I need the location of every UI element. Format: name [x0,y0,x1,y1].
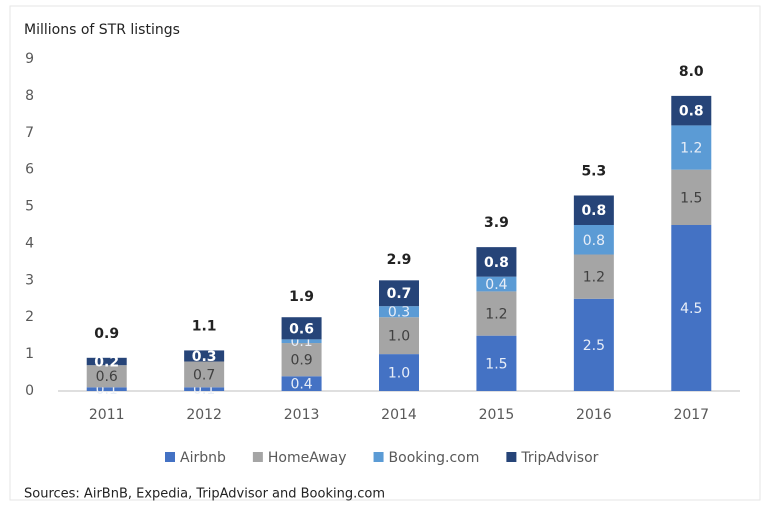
data-label: 0.6 [289,321,314,337]
data-label: 0.3 [192,349,217,365]
bar-segment [281,339,322,344]
bar-segment [671,125,712,170]
x-tick-label: 2013 [284,407,320,423]
bar-segment [379,317,419,355]
bar-segment [379,280,419,307]
data-label: 0.9 [290,353,312,369]
y-tick-label: 4 [25,235,34,251]
y-tick-label: 0 [25,383,34,399]
bar-segment [476,291,517,336]
y-tick-label: 6 [25,162,34,178]
data-label: 0.6 [96,369,118,385]
data-label: 0.8 [583,233,605,249]
chart-title: Millions of STR listings [24,22,180,38]
bar-segment [184,387,225,391]
legend-swatch [165,452,175,462]
y-tick-label: 3 [25,272,34,288]
total-label: 5.3 [581,163,606,179]
y-tick-label: 7 [25,125,34,141]
bar-segment [671,169,712,225]
total-label: 8.0 [679,64,704,80]
bar-segment [573,254,614,299]
data-label: 1.2 [680,141,702,157]
legend-label: Booking.com [389,450,480,466]
bar-segment [573,225,614,255]
data-label: 0.2 [94,354,119,370]
data-label: 0.4 [290,377,312,393]
y-tick-label: 2 [25,309,34,325]
bar-segment [476,276,517,292]
data-label: 0.7 [387,286,412,302]
data-label: 0.3 [388,305,410,321]
total-label: 2.9 [387,252,412,268]
bar-segment [671,225,712,391]
bar-segment [184,361,225,388]
data-label: 2.5 [583,338,605,354]
x-tick-label: 2017 [673,407,709,423]
bar-segment [184,350,225,362]
legend-label: TripAdvisor [520,450,598,466]
total-label: 1.1 [192,318,217,334]
legend-swatch [373,452,384,462]
bar-segment [671,95,712,126]
data-label: 1.2 [583,270,605,286]
y-tick-label: 5 [25,199,34,215]
source-note: Sources: AirBnB, Expedia, TripAdvisor an… [24,487,385,502]
data-label: 4.5 [680,301,702,317]
data-label: 1.5 [680,190,702,206]
total-label: 3.9 [484,215,509,231]
data-label: 1.0 [388,329,410,345]
bar-segment [476,335,517,391]
y-tick-label: 8 [25,88,34,104]
x-tick-label: 2016 [576,407,612,423]
y-tick-label: 9 [25,51,34,67]
bar-segment [86,387,127,391]
bar-segment [86,357,127,366]
total-label: 1.9 [289,289,314,305]
x-tick-label: 2012 [186,407,222,423]
x-tick-label: 2015 [479,407,515,423]
legend-swatch [506,452,517,462]
bar-segment [573,298,614,391]
bar-segment [281,317,322,340]
x-tick-label: 2011 [89,407,125,423]
bar-segment [281,343,322,377]
bar-segment [379,354,419,391]
data-label: 0.8 [581,203,606,219]
bar-segment [281,376,322,391]
data-label: 1.5 [485,356,507,372]
data-label: 0.7 [193,367,215,383]
data-label: 1.2 [485,307,507,323]
legend-swatch [252,452,263,462]
bar-segment [476,247,517,277]
data-label: 0.8 [679,104,704,120]
bar-segment [573,195,614,225]
frame [9,5,761,501]
x-tick-label: 2014 [381,407,417,423]
total-label: 0.9 [94,326,119,342]
y-tick-label: 1 [25,346,34,362]
bar-segment [379,306,419,318]
data-label: 1.0 [388,366,410,382]
data-label: 0.4 [485,277,507,293]
legend-label: Airbnb [180,450,226,466]
legend-label: HomeAway [268,450,347,466]
bar-segment [86,365,127,388]
data-label: 0.8 [484,255,509,271]
